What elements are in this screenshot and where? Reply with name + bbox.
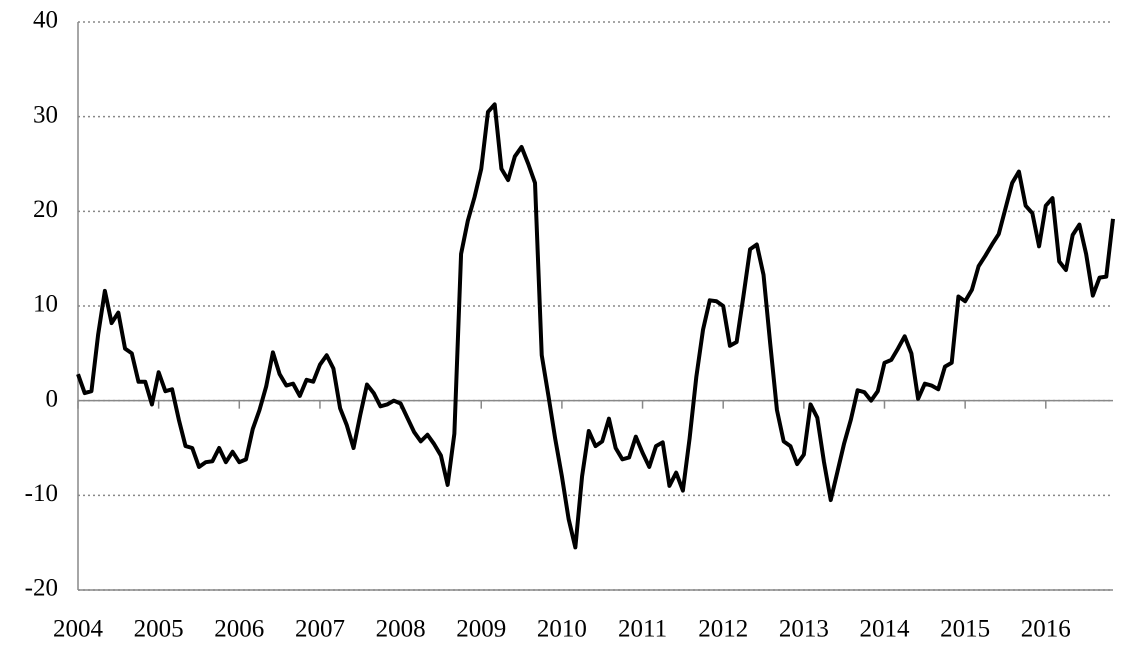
x-tick-label: 2013: [779, 616, 829, 643]
y-tick-label: 10: [33, 291, 58, 318]
x-tick-label: 2012: [698, 616, 748, 643]
x-tick-label: 2016: [1021, 616, 1071, 643]
x-tick-label: 2011: [618, 616, 667, 643]
y-tick-label: 0: [46, 385, 59, 412]
y-tick-label: 30: [33, 101, 58, 128]
x-tick-label: 2014: [859, 616, 910, 643]
data-line: [76, 102, 1115, 550]
x-tick-label: 2010: [537, 616, 587, 643]
x-tick-label: 2004: [53, 616, 104, 643]
y-tick-label: -10: [25, 480, 58, 507]
x-tick-label: 2007: [295, 616, 345, 643]
y-tick-label: 40: [33, 7, 58, 34]
y-tick-label: -20: [25, 575, 58, 602]
x-tick-label: 2006: [214, 616, 264, 643]
x-tick-label: 2009: [456, 616, 506, 643]
x-tick-label: 2008: [376, 616, 426, 643]
x-tick-label: 2015: [940, 616, 990, 643]
x-tick-label: 2005: [134, 616, 184, 643]
y-tick-label: 20: [33, 196, 58, 223]
